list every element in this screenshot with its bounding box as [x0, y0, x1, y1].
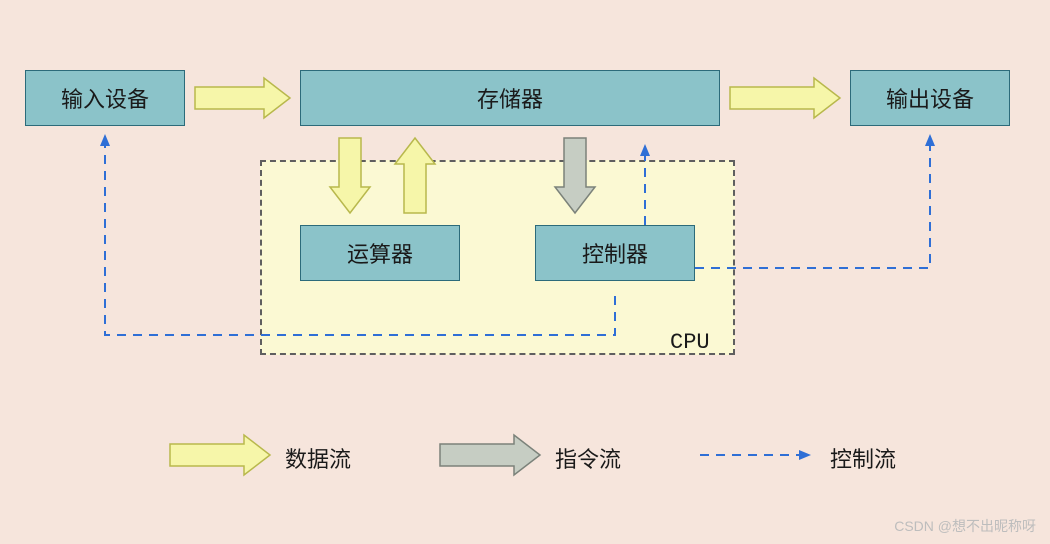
input-device-label: 输入设备 — [61, 82, 149, 114]
legend-instruction-flow-label: 指令流 — [555, 442, 621, 474]
controller-box: 控制器 — [535, 225, 695, 281]
cpu-label: CPU — [670, 330, 710, 355]
output-device-label: 输出设备 — [886, 82, 974, 114]
watermark: CSDN @想不出昵称呀 — [894, 516, 1036, 536]
output-device-box: 输出设备 — [850, 70, 1010, 126]
alu-label: 运算器 — [347, 237, 413, 269]
controller-label: 控制器 — [582, 237, 648, 269]
memory-label: 存储器 — [477, 82, 543, 114]
memory-box: 存储器 — [300, 70, 720, 126]
input-device-box: 输入设备 — [25, 70, 185, 126]
alu-box: 运算器 — [300, 225, 460, 281]
legend-data-flow-label: 数据流 — [285, 442, 351, 474]
legend-control-flow-label: 控制流 — [830, 442, 896, 474]
